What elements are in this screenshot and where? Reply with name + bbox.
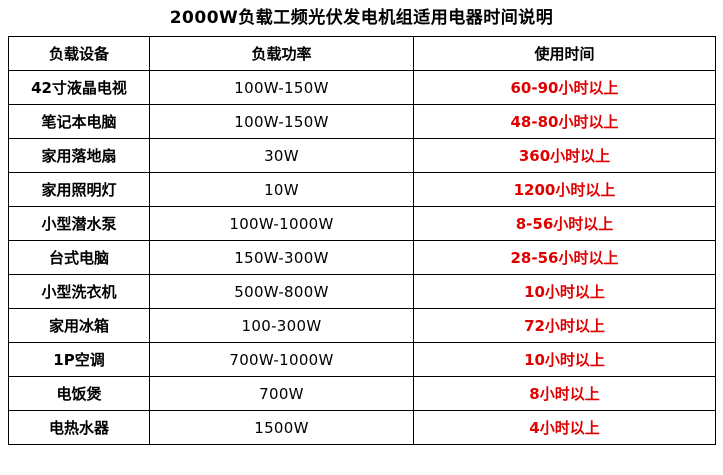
duration-cell: 28-56小时以上 bbox=[413, 240, 716, 275]
duration-cell: 10小时以上 bbox=[413, 342, 716, 377]
table-row: 42寸液晶电视 100W-150W 60-90小时以上 bbox=[8, 70, 716, 105]
device-cell: 42寸液晶电视 bbox=[8, 70, 150, 105]
power-cell: 700W-1000W bbox=[149, 342, 414, 377]
table-row: 笔记本电脑 100W-150W 48-80小时以上 bbox=[8, 104, 716, 139]
device-cell: 家用冰箱 bbox=[8, 308, 150, 343]
duration-cell: 48-80小时以上 bbox=[413, 104, 716, 139]
header-power: 负载功率 bbox=[149, 36, 414, 71]
power-cell: 10W bbox=[149, 172, 414, 207]
appliance-runtime-table: 负载设备 负载功率 使用时间 42寸液晶电视 100W-150W 60-90小时… bbox=[8, 36, 716, 445]
duration-cell: 10小时以上 bbox=[413, 274, 716, 309]
duration-cell: 8小时以上 bbox=[413, 376, 716, 411]
duration-cell: 60-90小时以上 bbox=[413, 70, 716, 105]
power-cell: 100-300W bbox=[149, 308, 414, 343]
header-device: 负载设备 bbox=[8, 36, 150, 71]
power-cell: 100W-1000W bbox=[149, 206, 414, 241]
device-cell: 电热水器 bbox=[8, 410, 150, 445]
table-row: 家用冰箱 100-300W 72小时以上 bbox=[8, 308, 716, 343]
power-cell: 700W bbox=[149, 376, 414, 411]
duration-cell: 72小时以上 bbox=[413, 308, 716, 343]
device-cell: 电饭煲 bbox=[8, 376, 150, 411]
power-cell: 30W bbox=[149, 138, 414, 173]
table-row: 小型洗衣机 500W-800W 10小时以上 bbox=[8, 274, 716, 309]
device-cell: 小型洗衣机 bbox=[8, 274, 150, 309]
table-row: 家用照明灯 10W 1200小时以上 bbox=[8, 172, 716, 207]
power-cell: 100W-150W bbox=[149, 104, 414, 139]
device-cell: 家用照明灯 bbox=[8, 172, 150, 207]
table-row: 1P空调 700W-1000W 10小时以上 bbox=[8, 342, 716, 377]
table-row: 家用落地扇 30W 360小时以上 bbox=[8, 138, 716, 173]
duration-cell: 4小时以上 bbox=[413, 410, 716, 445]
device-cell: 小型潜水泵 bbox=[8, 206, 150, 241]
power-cell: 100W-150W bbox=[149, 70, 414, 105]
header-duration: 使用时间 bbox=[413, 36, 716, 71]
table-header-row: 负载设备 负载功率 使用时间 bbox=[8, 36, 716, 71]
power-cell: 1500W bbox=[149, 410, 414, 445]
table-row: 台式电脑 150W-300W 28-56小时以上 bbox=[8, 240, 716, 275]
duration-cell: 360小时以上 bbox=[413, 138, 716, 173]
device-cell: 1P空调 bbox=[8, 342, 150, 377]
duration-cell: 1200小时以上 bbox=[413, 172, 716, 207]
duration-cell: 8-56小时以上 bbox=[413, 206, 716, 241]
device-cell: 笔记本电脑 bbox=[8, 104, 150, 139]
table-row: 电饭煲 700W 8小时以上 bbox=[8, 376, 716, 411]
device-cell: 台式电脑 bbox=[8, 240, 150, 275]
device-cell: 家用落地扇 bbox=[8, 138, 150, 173]
power-cell: 500W-800W bbox=[149, 274, 414, 309]
table-row: 电热水器 1500W 4小时以上 bbox=[8, 410, 716, 445]
table-row: 小型潜水泵 100W-1000W 8-56小时以上 bbox=[8, 206, 716, 241]
page-title: 2000W负载工频光伏发电机组适用电器时间说明 bbox=[169, 8, 554, 28]
power-cell: 150W-300W bbox=[149, 240, 414, 275]
